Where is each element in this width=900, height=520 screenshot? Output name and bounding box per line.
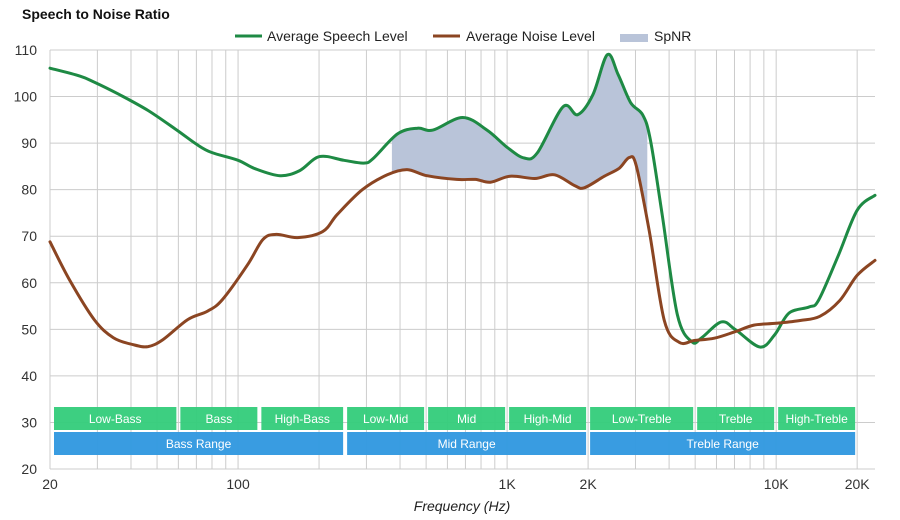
legend: Average Speech Level Average Noise Level…: [235, 28, 691, 44]
band-low-bass: [54, 407, 177, 430]
band-label: High-Mid: [524, 412, 572, 426]
y-tick-label: 50: [21, 321, 37, 337]
legend-label-noise: Average Noise Level: [466, 28, 595, 44]
band-high-mid: [509, 407, 587, 430]
band-label: High-Bass: [275, 412, 330, 426]
band-label: Low-Mid: [363, 412, 408, 426]
band-label: Bass: [206, 412, 233, 426]
band-treble: [697, 407, 775, 430]
y-tick-label: 30: [21, 414, 37, 430]
x-tick-label: 1K: [499, 476, 517, 492]
band-label: Treble: [719, 412, 753, 426]
band-label: Mid: [457, 412, 476, 426]
legend-label-spnr: SpNR: [654, 28, 691, 44]
range-label: Bass Range: [166, 437, 232, 451]
noise-level-line: [48, 155, 877, 349]
range-bass-range: [54, 432, 344, 455]
legend-swatch-spnr: [620, 34, 648, 42]
speech-level-line: [48, 52, 877, 349]
spnr-fill-layer: [391, 54, 648, 222]
lines-layer: [48, 52, 877, 349]
x-axis-ticks: 20 100 1K 2K 10K 20K: [42, 476, 870, 492]
x-tick-label: 10K: [764, 476, 790, 492]
chart-title: Speech to Noise Ratio: [22, 6, 170, 22]
band-bass: [180, 407, 258, 430]
y-tick-label: 110: [15, 42, 38, 58]
x-tick-label: 20K: [845, 476, 871, 492]
band-mid: [428, 407, 506, 430]
band-label: Low-Bass: [89, 412, 142, 426]
range-mid-range: [347, 432, 587, 455]
x-tick-label: 2K: [580, 476, 598, 492]
range-treble-range: [590, 432, 856, 455]
y-tick-label: 40: [21, 368, 37, 384]
bands-layer: Low-Bass Bass High-Bass Low-Mid Mid High-Mid L…: [54, 407, 856, 455]
y-tick-label: 90: [21, 135, 37, 151]
y-tick-label: 80: [21, 182, 37, 198]
grid: [49, 49, 875, 470]
x-tick-label: 100: [226, 476, 250, 492]
range-label: Mid Range: [438, 437, 496, 451]
y-axis-ticks: 20 30 40 50 60 70 80 90 100 110: [14, 42, 38, 477]
band-low-mid: [347, 407, 425, 430]
x-tick-label: 20: [42, 476, 58, 492]
y-tick-label: 100: [14, 89, 38, 105]
band-low-treble: [590, 407, 694, 430]
legend-label-speech: Average Speech Level: [267, 28, 408, 44]
y-tick-label: 70: [21, 228, 37, 244]
band-high-treble: [778, 407, 856, 430]
range-label: Treble Range: [686, 437, 759, 451]
y-tick-label: 60: [21, 275, 37, 291]
band-label: High-Treble: [786, 412, 849, 426]
x-axis-label: Frequency (Hz): [414, 498, 510, 514]
band-high-bass: [261, 407, 344, 430]
spnr-area: [391, 54, 648, 222]
y-tick-label: 20: [21, 461, 37, 477]
band-label: Low-Treble: [612, 412, 672, 426]
